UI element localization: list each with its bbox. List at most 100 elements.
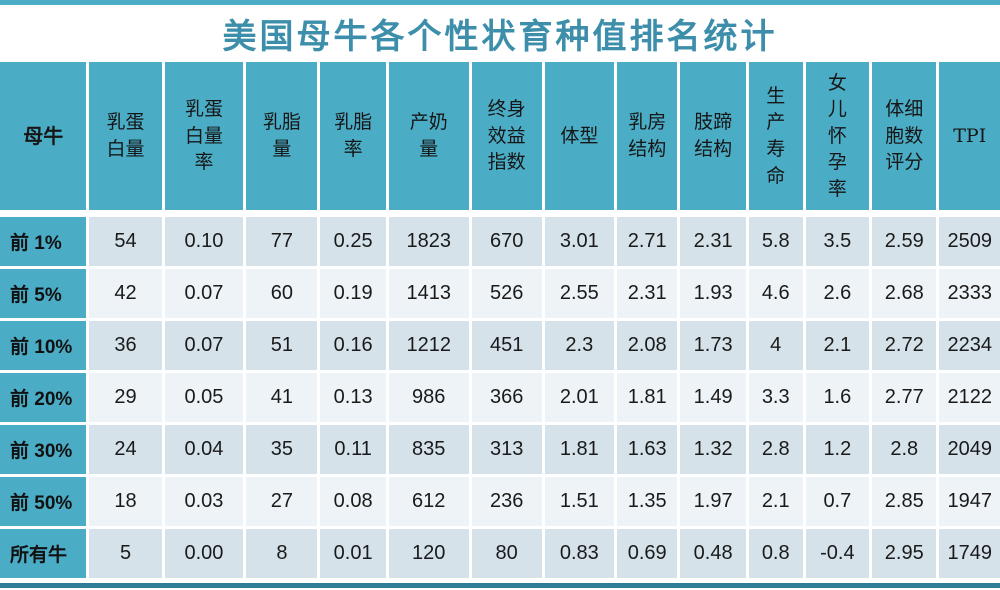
data-cell: 54 [89,217,162,266]
column-header-line: 命 [766,164,786,187]
data-cell: 0.07 [164,269,244,318]
data-cell: 2.31 [616,269,678,318]
data-cell: 0.48 [680,529,746,578]
data-cell: -0.4 [805,529,870,578]
column-header-cow: 母牛 [0,62,87,214]
data-cell: 2.6 [805,269,870,318]
column-header-line: 产奶 [409,111,448,134]
data-cell: 0.25 [320,217,386,266]
data-cell: 0.11 [320,425,386,474]
column-header-line: 体细 [885,98,924,121]
data-cell: 2.1 [805,321,870,370]
row-label: 前 30% [0,425,87,474]
data-cell: 0.16 [320,321,386,370]
data-cell: 0.69 [616,529,678,578]
data-cell: 2049 [939,425,1000,474]
column-header-line: 产 [766,111,786,134]
column-header-line: 白量 [184,124,223,147]
column-header: 乳蛋 白量率 [164,62,244,214]
bottom-border-line [0,583,1000,588]
data-cell: 236 [471,477,542,526]
data-cell: 2.1 [748,477,803,526]
column-header: 体细 胞数 评分 [872,62,937,214]
data-cell: 2333 [939,269,1000,318]
breeding-value-table: 母牛 乳蛋 白量 乳蛋 白量率乳脂量乳脂率产奶量终身 效益 指数 体型 乳房 结构 肢蹄 结构生产寿命… [0,62,1000,578]
data-cell: 0.8 [748,529,803,578]
data-cell: 0.7 [805,477,870,526]
data-cell: 1.6 [805,373,870,422]
column-header-line: 结构 [628,138,667,160]
data-cell: 2234 [939,321,1000,370]
column-header-line: 乳蛋 [184,98,223,121]
data-cell: 120 [388,529,469,578]
data-cell: 2.59 [872,217,937,266]
row-label: 前 5% [0,269,87,318]
data-cell: 29 [89,373,162,422]
column-header-line: 效益 [487,124,526,147]
column-header-line: 评分 [885,151,924,174]
row-label: 前 10% [0,321,87,370]
column-header-line: 结构 [694,138,733,160]
data-cell: 24 [89,425,162,474]
column-header-line: 终身 [487,98,526,121]
data-cell: 1.81 [544,425,614,474]
data-cell: 0.00 [164,529,244,578]
column-header: 乳房 结构 [616,62,678,214]
column-header-line: TPI [953,124,987,147]
column-header-line: 肢蹄 [694,111,733,134]
column-header-line: 乳蛋 [106,111,145,134]
data-cell: 612 [388,477,469,526]
data-cell: 451 [471,321,542,370]
column-header-line: 量 [272,138,292,160]
data-cell: 0.04 [164,425,244,474]
row-label: 前 20% [0,373,87,422]
column-header: 体型 [544,62,614,214]
data-cell: 35 [246,425,318,474]
data-cell: 2.8 [872,425,937,474]
data-cell: 366 [471,373,542,422]
data-cell: 0.83 [544,529,614,578]
data-cell: 77 [246,217,318,266]
data-cell: 36 [89,321,162,370]
data-cell: 1.63 [616,425,678,474]
data-cell: 2509 [939,217,1000,266]
data-cell: 60 [246,269,318,318]
data-cell: 313 [471,425,542,474]
data-cell: 2.95 [872,529,937,578]
data-cell: 2.85 [872,477,937,526]
data-cell: 1.81 [616,373,678,422]
data-cell: 1749 [939,529,1000,578]
data-cell: 1413 [388,269,469,318]
data-cell: 51 [246,321,318,370]
data-cell: 5.8 [748,217,803,266]
data-cell: 2.8 [748,425,803,474]
data-cell: 1.97 [680,477,746,526]
data-cell: 8 [246,529,318,578]
data-cell: 2.72 [872,321,937,370]
row-label: 前 50% [0,477,87,526]
column-header-line: 体型 [560,124,599,147]
data-cell: 1.93 [680,269,746,318]
column-header: 乳脂量 [246,62,318,214]
column-header-line: 寿 [766,138,786,160]
column-header: 生产寿命 [748,62,803,214]
data-cell: 42 [89,269,162,318]
data-cell: 1823 [388,217,469,266]
column-header-line: 指数 [487,151,526,174]
data-cell: 0.03 [164,477,244,526]
data-cell: 1.2 [805,425,870,474]
data-cell: 1947 [939,477,1000,526]
column-header: 产奶量 [388,62,469,214]
column-header-line: 胞数 [885,124,924,147]
data-cell: 1.51 [544,477,614,526]
data-cell: 986 [388,373,469,422]
data-cell: 1.73 [680,321,746,370]
column-header-line: 怀 [827,124,847,147]
column-header-line: 生 [766,84,786,107]
data-cell: 1212 [388,321,469,370]
data-cell: 1.32 [680,425,746,474]
data-cell: 80 [471,529,542,578]
column-header-line: 乳脂 [334,111,373,134]
column-header-line: 率 [343,138,363,160]
